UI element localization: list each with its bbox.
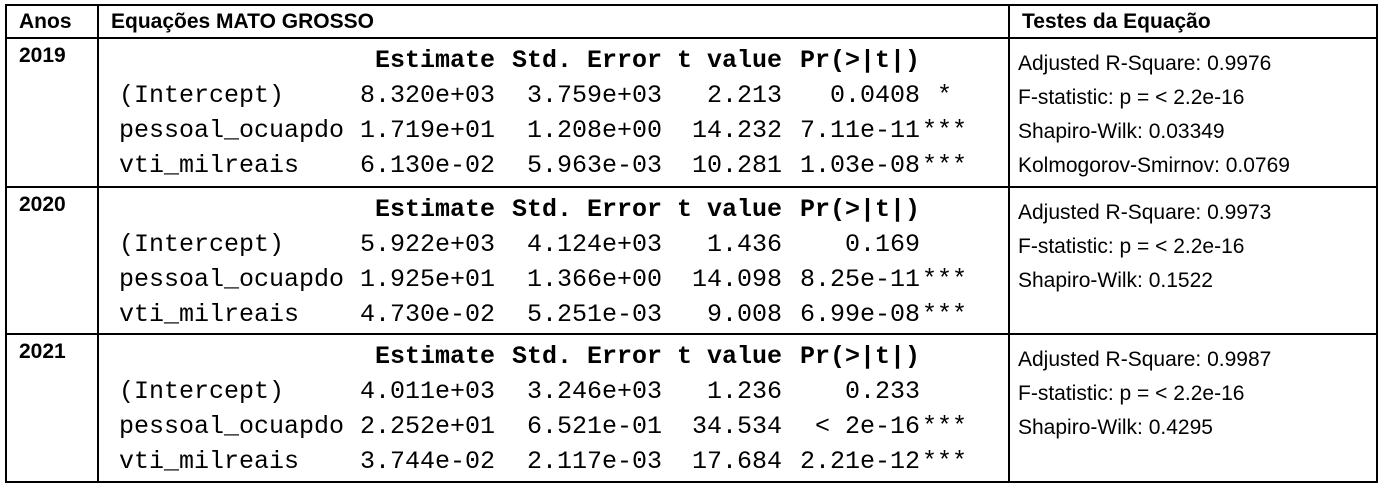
test-result: Adjusted R-Square: 0.9976	[1018, 52, 1272, 75]
coef-value: 0.233	[844, 377, 920, 406]
equation-cell: Estimate Std. Error t value Pr(>|t|) (Interc…	[97, 186, 1010, 335]
equation-cell: Estimate Std. Error t value Pr(>|t|) (Interc…	[97, 333, 1010, 483]
column-header: Std. Error	[511, 195, 662, 224]
test-result: Shapiro-Wilk: 0.03349	[1018, 120, 1225, 143]
coef-value: 1.436	[706, 230, 782, 259]
equation-cell: Estimate Std. Error t value Pr(>|t|) (Interc…	[97, 37, 1010, 188]
signif: ***	[922, 116, 968, 145]
coef-value: < 2e-16	[814, 412, 920, 441]
term: vti_milreais	[119, 151, 300, 180]
tests-cell: Adjusted R-Square: 0.9976 F-statistic: p …	[1008, 37, 1378, 188]
coef-value: 1.366e+00	[526, 265, 662, 294]
coef-value: 2.117e-03	[526, 447, 662, 476]
test-result: Kolmogorov-Smirnov: 0.0769	[1018, 154, 1290, 177]
signif: ***	[922, 447, 968, 476]
term: pessoal_ocuapdo	[119, 116, 345, 145]
coef-value: 17.684	[691, 447, 782, 476]
year-row: 2019 Estimate Std. Error t value Pr(>|t|) (In…	[5, 37, 1378, 188]
coef-value: 3.246e+03	[526, 377, 662, 406]
tests-cell: Adjusted R-Square: 0.9987 F-statistic: p …	[1008, 333, 1378, 483]
term: (Intercept)	[119, 81, 285, 110]
column-header: t value	[676, 195, 782, 224]
coef-value: 4.124e+03	[526, 230, 662, 259]
column-header: Estimate	[374, 46, 495, 75]
coef-value: 1.719e+01	[359, 116, 495, 145]
coef-value: 1.208e+00	[526, 116, 662, 145]
coef-value: 1.925e+01	[359, 265, 495, 294]
column-header: t value	[676, 46, 782, 75]
coef-value: 1.236	[706, 377, 782, 406]
coef-value: 0.169	[844, 230, 920, 259]
coef-value: 0.0408	[829, 81, 920, 110]
term: pessoal_ocuapdo	[119, 412, 345, 441]
tests-cell: Adjusted R-Square: 0.9973 F-statistic: p …	[1008, 186, 1378, 335]
coef-value: 8.25e-11	[799, 265, 920, 294]
coef-value: 2.21e-12	[799, 447, 920, 476]
signif: ***	[922, 300, 968, 329]
term: (Intercept)	[119, 377, 285, 406]
coef-value: 5.963e-03	[526, 151, 662, 180]
test-result: Adjusted R-Square: 0.9973	[1018, 201, 1272, 224]
coef-value: 6.521e-01	[526, 412, 662, 441]
regression-table: Anos Equações MATO GROSSO Testes da Equa…	[5, 4, 1378, 483]
header-row: Anos Equações MATO GROSSO Testes da Equa…	[5, 4, 1378, 39]
header-cell: Testes da Equação	[1008, 4, 1378, 39]
coef-value: 5.922e+03	[359, 230, 495, 259]
coef-value: 5.251e-03	[526, 300, 662, 329]
coef-value: 3.759e+03	[526, 81, 662, 110]
signif: *	[937, 81, 953, 110]
signif: ***	[922, 151, 968, 180]
header-cell: Anos	[5, 4, 99, 39]
test-result: F-statistic: p = < 2.2e-16	[1018, 235, 1245, 258]
coef-value: 8.320e+03	[359, 81, 495, 110]
column-header: Std. Error	[511, 46, 662, 75]
year-cell: 2021	[5, 333, 99, 483]
coef-value: 14.098	[691, 265, 782, 294]
year-cell: 2020	[5, 186, 99, 335]
coef-value: 10.281	[691, 151, 782, 180]
coef-value: 6.99e-08	[799, 300, 920, 329]
test-result: Shapiro-Wilk: 0.4295	[1018, 416, 1213, 439]
coef-value: 1.03e-08	[799, 151, 920, 180]
test-result: Adjusted R-Square: 0.9987	[1018, 348, 1272, 371]
column-header: Pr(>|t|)	[799, 342, 920, 371]
coef-value: 2.252e+01	[359, 412, 495, 441]
term: vti_milreais	[119, 447, 300, 476]
signif: ***	[922, 412, 968, 441]
year-row: 2021 Estimate Std. Error t value Pr(>|t|) (In…	[5, 333, 1378, 483]
coef-value: 9.008	[706, 300, 782, 329]
column-header: t value	[676, 342, 782, 371]
test-result: Shapiro-Wilk: 0.1522	[1018, 269, 1213, 292]
column-header: Std. Error	[511, 342, 662, 371]
year-row: 2020 Estimate Std. Error t value Pr(>|t|) (In…	[5, 186, 1378, 335]
test-result: F-statistic: p = < 2.2e-16	[1018, 86, 1245, 109]
test-result: F-statistic: p = < 2.2e-16	[1018, 382, 1245, 405]
coef-value: 14.232	[691, 116, 782, 145]
coef-value: 2.213	[706, 81, 782, 110]
coef-value: 4.011e+03	[359, 377, 495, 406]
term: (Intercept)	[119, 230, 285, 259]
year-cell: 2019	[5, 37, 99, 188]
coef-value: 34.534	[691, 412, 782, 441]
coef-value: 4.730e-02	[359, 300, 495, 329]
coef-value: 7.11e-11	[799, 116, 920, 145]
coef-value: 6.130e-02	[359, 151, 495, 180]
term: vti_milreais	[119, 300, 300, 329]
header-cell: Equações MATO GROSSO	[97, 4, 1010, 39]
coef-value: 3.744e-02	[359, 447, 495, 476]
column-header: Estimate	[374, 342, 495, 371]
column-header: Pr(>|t|)	[799, 46, 920, 75]
signif: ***	[922, 265, 968, 294]
column-header: Pr(>|t|)	[799, 195, 920, 224]
term: pessoal_ocuapdo	[119, 265, 345, 294]
column-header: Estimate	[374, 195, 495, 224]
